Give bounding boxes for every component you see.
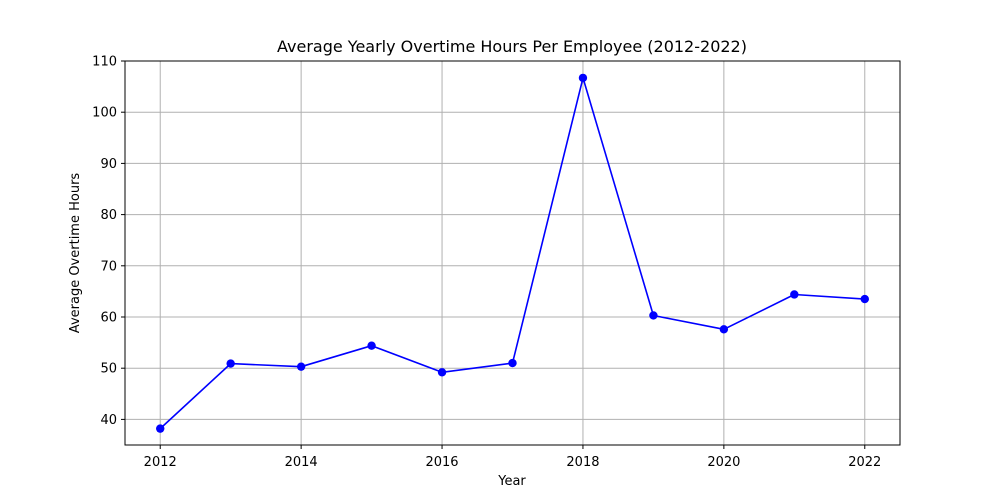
x-axis-ticks: 2012 2014 2016 2018 2020 2022 [144,445,881,470]
y-tick-label: 100 [92,106,117,121]
data-point [296,362,306,371]
data-point [578,73,588,83]
x-axis-title: Year [497,474,526,489]
data-point [649,311,658,320]
y-tick-label: 60 [100,311,117,326]
data-point [367,341,376,350]
y-axis-title: Average Overtime Hours [68,173,83,334]
chart-title: Average Yearly Overtime Hours Per Employ… [277,37,747,56]
y-tick-label: 40 [100,413,117,428]
y-tick-label: 110 [92,55,117,70]
x-tick-label: 2022 [848,455,881,470]
y-axis-ticks: 40 50 60 70 80 90 100 110 [92,55,125,428]
x-tick-label: 2012 [144,455,177,470]
x-tick-label: 2018 [566,455,599,470]
x-tick-label: 2016 [425,455,458,470]
data-point [719,325,729,334]
data-point [860,294,869,304]
y-tick-label: 70 [100,259,117,274]
data-point [226,359,235,368]
data-point [156,424,165,433]
data-point [790,290,799,299]
plot-frame [124,60,901,446]
data-point [508,358,517,368]
y-tick-label: 90 [100,157,117,172]
data-point [437,368,447,377]
y-tick-label: 80 [100,208,117,223]
x-tick-label: 2020 [707,455,740,470]
data-series [156,73,869,433]
x-tick-label: 2014 [285,455,318,470]
y-tick-label: 50 [100,362,117,377]
